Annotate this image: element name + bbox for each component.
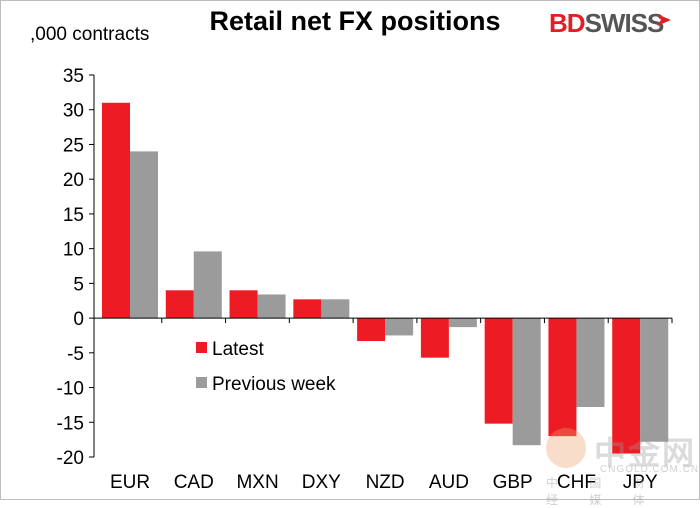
y-tick-label: 5: [73, 274, 84, 295]
watermark-logo-icon: [546, 428, 586, 468]
x-tick-label-aud: AUD: [429, 472, 469, 493]
x-tick-label-gbp: GBP: [493, 472, 533, 493]
bar-latest-aud: [420, 318, 449, 358]
x-tick-label-nzd: NZD: [366, 472, 405, 493]
y-axis-unit-label: ,000 contracts: [30, 24, 150, 45]
bar-previous-gbp: [512, 318, 541, 446]
x-tick-label-mxn: MXN: [236, 472, 278, 493]
y-tick-label: 15: [63, 205, 84, 226]
bar-previous-cad: [193, 251, 222, 319]
bar-previous-eur: [130, 151, 158, 319]
y-tick-label: 0: [73, 309, 84, 330]
legend-label-latest: Latest: [212, 339, 264, 360]
logo-swiss-text: SWISS: [584, 8, 665, 38]
legend-label-previous: Previous week: [212, 374, 336, 395]
logo-arrow-icon: [657, 14, 671, 26]
watermark-url: CNGOLD.COM.CN: [600, 464, 700, 475]
watermark-subtitle: 中 国 财 经 媒 体: [546, 476, 659, 507]
bar-latest-gbp: [484, 318, 513, 424]
bar-latest-jpy: [612, 318, 641, 454]
bar-previous-dxy: [321, 299, 350, 319]
y-tick-label: 30: [63, 101, 84, 122]
y-tick-label: 35: [63, 66, 84, 87]
bar-previous-chf: [576, 318, 605, 407]
y-tick-label: 20: [63, 170, 84, 191]
legend-swatch-previous: [196, 377, 207, 388]
y-tick-label: -20: [57, 448, 84, 469]
bar-latest-mxn: [229, 290, 258, 319]
bar-latest-eur: [102, 102, 130, 319]
watermark-chinese: 中金网: [594, 435, 697, 471]
x-tick-label-eur: EUR: [110, 472, 150, 493]
bar-latest-cad: [165, 290, 194, 319]
bar-previous-jpy: [640, 318, 669, 442]
y-tick-label: -15: [57, 413, 84, 434]
x-tick-label-dxy: DXY: [302, 472, 341, 493]
x-tick-label-jpy: JPY: [623, 472, 658, 493]
bar-previous-aud: [448, 318, 477, 328]
bdswiss-logo: BDSWISS: [549, 8, 665, 38]
bar-latest-nzd: [357, 318, 386, 342]
y-tick-label: 10: [63, 240, 84, 261]
bar-previous-nzd: [385, 318, 414, 336]
legend-swatch-latest: [196, 342, 207, 353]
chart-title: Retail net FX positions: [209, 6, 501, 36]
y-tick-label: -10: [57, 379, 84, 400]
cngold-watermark: 中金网 CNGOLD.COM.CN 中 国 财 经 媒 体: [540, 426, 700, 507]
y-tick-label: -5: [67, 344, 84, 365]
x-tick-label-cad: CAD: [174, 472, 214, 493]
x-tick-label-chf: CHF: [557, 472, 596, 493]
logo-bd-text: BD: [549, 8, 586, 38]
bar-latest-dxy: [293, 299, 322, 319]
y-tick-label: 25: [63, 135, 84, 156]
bar-previous-mxn: [257, 294, 286, 319]
bar-latest-chf: [548, 318, 577, 437]
